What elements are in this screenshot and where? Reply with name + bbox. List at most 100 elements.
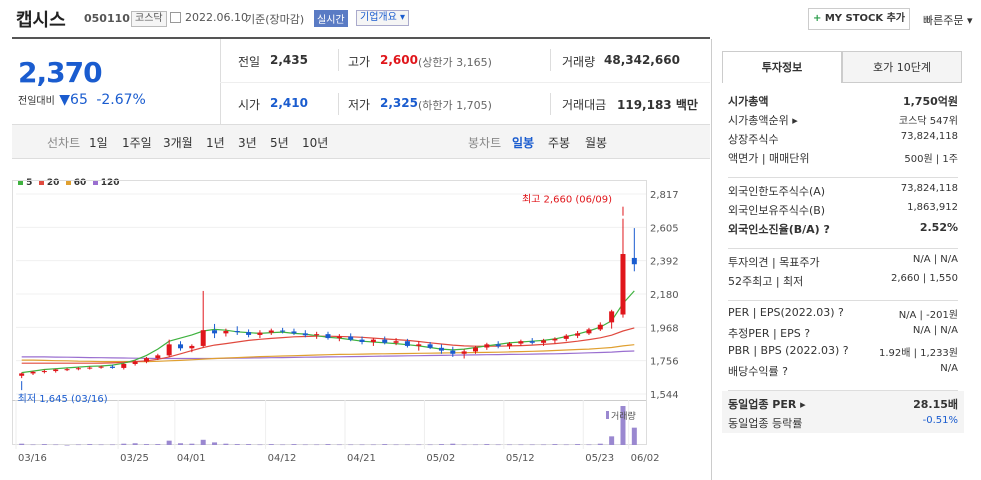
volume-bar [438, 444, 444, 445]
volume-bar [87, 444, 93, 445]
volume-bar [359, 444, 365, 446]
tab-3y[interactable]: 3년 [238, 136, 257, 150]
invest-label: PBR | BPS (2022.03) ? [728, 344, 849, 357]
volume-bar [200, 439, 206, 445]
chart-area: 5 20 60 120 2,817 2,605 2,392 2,180 1,968 1,7… [12, 160, 710, 480]
invest-value: 73,824,118 [900, 131, 958, 142]
legend-swatch-20 [38, 180, 44, 185]
volume-bar [280, 444, 286, 446]
invest-value: 73,824,118 [900, 183, 958, 194]
volume: 48,342,660 [604, 53, 680, 67]
company-name: 캡시스 [16, 10, 66, 31]
market-badge: 코스닥 [131, 11, 167, 27]
candle-body [575, 333, 581, 336]
invest-value: 2.52% [919, 221, 958, 234]
tab-monthly[interactable]: 월봉 [585, 136, 608, 150]
candle-body [438, 347, 444, 351]
tab-1w[interactable]: 1주일 [122, 136, 152, 150]
x-tick-label: 04/12 [268, 453, 297, 464]
candle-body [212, 330, 218, 334]
volume-bar [314, 444, 320, 446]
y-tick-label: 2,817 [650, 190, 679, 201]
volume-bar [450, 443, 456, 445]
tab-3m[interactable]: 3개월 [163, 136, 193, 150]
candle-body [223, 330, 229, 334]
volume-bar [518, 444, 524, 446]
candle-body [427, 344, 433, 348]
tab-5y[interactable]: 5년 [270, 136, 289, 150]
candle-body [359, 339, 365, 342]
current-price: 2,370 [18, 56, 103, 89]
invest-label: 액면가 | 매매단위 [728, 152, 810, 165]
price-change-pct: -2.67% [96, 92, 146, 108]
high-label: 고가 [348, 55, 371, 69]
volume-bar [302, 444, 308, 446]
candle-body [416, 344, 422, 346]
candle-body [631, 257, 637, 265]
tab-10y[interactable]: 10년 [302, 136, 329, 150]
tab-weekly[interactable]: 주봉 [548, 136, 571, 150]
x-tick-label: 03/25 [120, 453, 149, 464]
volume-bar [461, 444, 467, 446]
candle-body [41, 371, 47, 373]
candle-body [507, 343, 513, 347]
volume-bar [552, 444, 558, 445]
volume-bar [631, 427, 637, 445]
amount-label: 거래대금 [562, 98, 607, 112]
quick-order-button[interactable]: 빠른주문 ▾ [923, 14, 973, 27]
tab-1d[interactable]: 1일 [89, 136, 108, 150]
tab-invest-info[interactable]: 투자정보 [722, 51, 842, 83]
line-chart-label: 선차트 [47, 136, 81, 150]
volume-bar [382, 444, 388, 445]
chart-tabs-bar: 선차트 1일 1주일 3개월 1년 3년 5년 10년 봉차트 일봉 주봉 월봉 [12, 125, 710, 159]
invest-value: 28.15배 [913, 398, 958, 411]
volume-bar [325, 444, 331, 445]
tab-1y[interactable]: 1년 [206, 136, 225, 150]
candle-body [302, 333, 308, 336]
my-stock-add-button[interactable]: + MY STOCK 추가 [808, 8, 910, 30]
volume-bar [268, 444, 274, 445]
legend-ma5: 5 [18, 178, 32, 188]
volume-bar [109, 444, 115, 446]
candle-body [597, 324, 603, 330]
volume-bar [495, 444, 501, 446]
candle-body [257, 332, 263, 335]
candle-body [541, 340, 547, 343]
candle-body [189, 345, 195, 349]
volume-bar [212, 442, 218, 445]
prev-close-label: 전일 [238, 55, 261, 69]
change-label: 전일대비 [18, 96, 55, 107]
candle-body [280, 330, 286, 332]
tab-orderbook[interactable]: 호가 10단계 [842, 51, 962, 83]
x-tick-label: 05/02 [426, 453, 455, 464]
invest-label: 시가총액 [728, 95, 769, 108]
invest-value: N/A | -201원 [898, 310, 958, 321]
volume-bar [246, 444, 252, 445]
invest-value: 코스닥 547위 [898, 116, 958, 127]
volume-legend-label: 거래량 [611, 410, 636, 422]
y-tick-label: 1,968 [650, 323, 679, 334]
candle-body [586, 329, 592, 334]
candlestick-chart: 2,817 2,605 2,392 2,180 1,968 1,756 1,544 03/16… [12, 180, 679, 464]
y-tick-label: 2,392 [650, 257, 679, 268]
invest-label: PER | EPS(2022.03) ? [728, 306, 844, 319]
invest-label: 동일업종 등락률 [728, 417, 803, 430]
candle-body [518, 341, 524, 344]
candle-body [461, 351, 467, 354]
candle-body [166, 344, 172, 356]
candle-body [178, 344, 184, 349]
right-panel: 투자정보 호가 10단계 시가총액 1,750억원 시가총액순위 ▸ 코스닥 547위… [711, 39, 981, 480]
company-overview-button[interactable]: 기업개요 ▾ [356, 10, 409, 26]
candle-body [19, 373, 25, 376]
volume-bar [189, 443, 195, 445]
header: 캡시스 050110 코스닥 2022.06.10 기준(장마감) 실시간 기업… [0, 0, 981, 38]
candle-body [529, 341, 535, 343]
invest-value: 1,863,912 [907, 202, 958, 213]
volume-bar [223, 443, 229, 445]
candle-body [472, 347, 478, 352]
candle-body [246, 332, 252, 335]
candle-body [64, 369, 70, 371]
volume-bar [427, 444, 433, 446]
tab-daily[interactable]: 일봉 [512, 136, 535, 150]
realtime-button[interactable]: 실시간 [314, 10, 348, 27]
